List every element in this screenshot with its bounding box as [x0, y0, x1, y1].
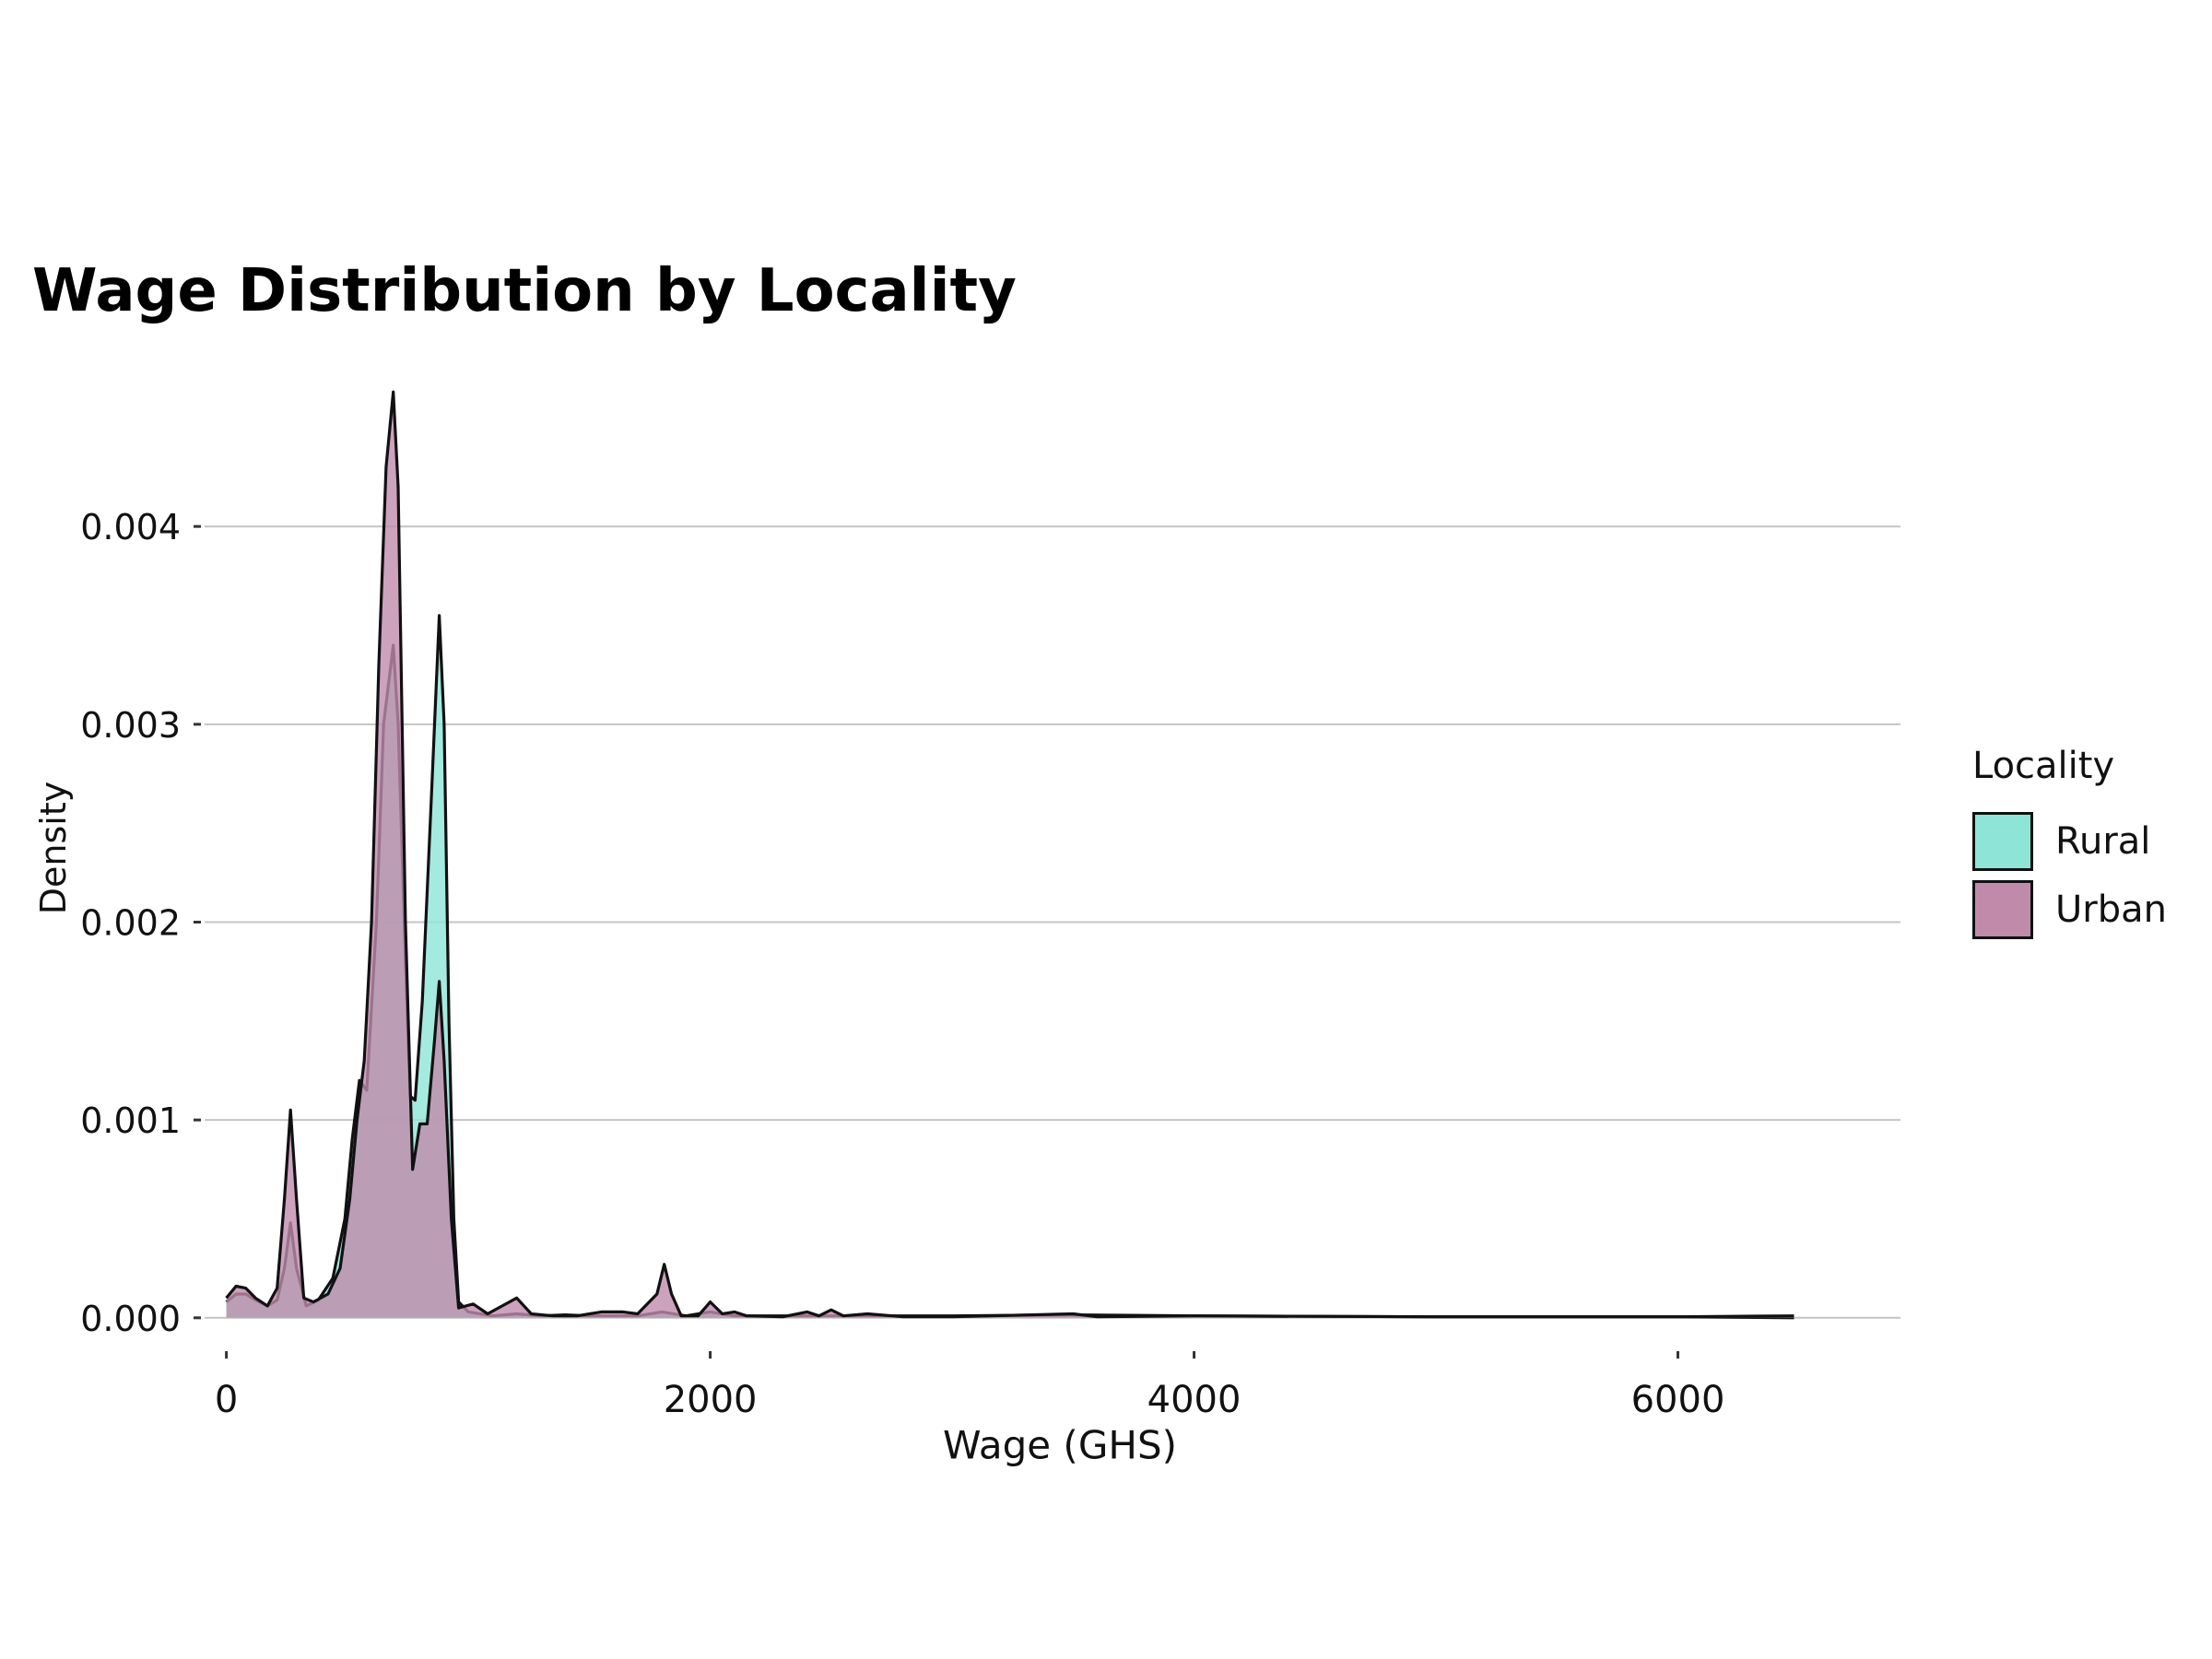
y-tick-label: 0.003 — [80, 705, 181, 746]
legend-title: Locality — [1972, 745, 2115, 787]
density-line-rural — [225, 614, 1794, 1320]
gridlines — [205, 525, 1900, 1319]
y-axis-label: Density — [33, 781, 74, 915]
x-axis-label: Wage (GHS) — [943, 1422, 1177, 1468]
x-tick-label: 4000 — [1147, 1379, 1241, 1421]
legend-swatch-rural — [1972, 812, 2033, 871]
legend: Locality Rural Urban — [1972, 745, 2167, 944]
density-area-rural — [226, 615, 1794, 1318]
x-tick-label: 0 — [215, 1379, 238, 1421]
legend-item-urban: Urban — [1972, 876, 2167, 944]
x-tick-label: 2000 — [664, 1379, 758, 1421]
density-areas — [225, 390, 1794, 1320]
chart-title: Wage Distribution by Locality — [32, 256, 1017, 325]
legend-label-rural: Rural — [2055, 820, 2151, 863]
y-tick-label: 0.000 — [80, 1299, 181, 1339]
axes: 0.000 0.001 0.002 0.003 0.004 0 2000 4000 6000 — [80, 507, 1724, 1421]
density-line-urban — [225, 390, 1794, 1319]
x-tick-label: 6000 — [1631, 1379, 1725, 1421]
legend-swatch-urban — [1972, 880, 2033, 939]
y-tick-label: 0.001 — [80, 1100, 181, 1141]
legend-item-rural: Rural — [1972, 807, 2167, 876]
y-tick-label: 0.004 — [80, 507, 181, 547]
legend-label-urban: Urban — [2055, 888, 2167, 931]
y-tick-label: 0.002 — [80, 902, 181, 943]
density-area-urban — [226, 392, 1794, 1318]
